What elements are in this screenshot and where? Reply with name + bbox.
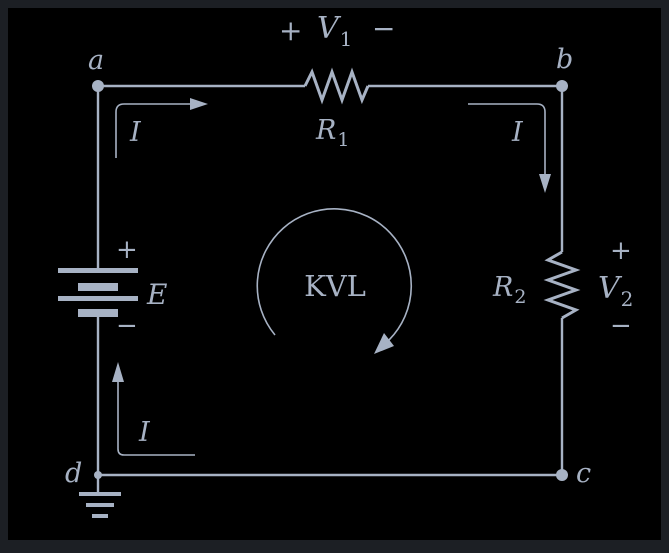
current-label-bottom-left: I (138, 417, 151, 448)
v1-plus-sign: + (279, 14, 302, 47)
kvl-loop-arrow (256, 208, 413, 354)
node-b-label: b (556, 44, 573, 75)
current-arrow-top-right (468, 103, 551, 193)
current-arrow-bottom-left (112, 362, 195, 456)
circuit-wires (96, 84, 564, 492)
battery-symbol (58, 268, 138, 317)
v1-label: V1 (317, 11, 352, 51)
resistor-r2-symbol (543, 250, 581, 320)
current-arrow-top-left (115, 98, 208, 158)
diagram-panel (8, 8, 661, 540)
node-d-label: d (65, 458, 82, 489)
current-label-top-right: I (511, 117, 524, 148)
resistor-r1-symbol (303, 67, 370, 105)
source-e-label: E (146, 278, 167, 311)
ground-symbol (79, 492, 121, 518)
node-a-label: a (88, 45, 104, 76)
v2-minus-sign: − (610, 311, 632, 341)
node-c-label: c (576, 458, 591, 489)
v1-minus-sign: − (372, 12, 395, 45)
v2-label: V2 (598, 271, 633, 311)
source-plus-sign: + (116, 235, 138, 265)
resistor-r1-label: R1 (315, 115, 349, 151)
resistor-r2-label: R2 (492, 272, 526, 308)
node-d-dot (94, 471, 102, 479)
current-label-top-left: I (129, 117, 142, 148)
node-b-dot (556, 80, 568, 92)
source-minus-sign: − (116, 311, 138, 341)
node-a-dot (92, 80, 104, 92)
v2-plus-sign: + (610, 236, 632, 266)
node-c-dot (556, 469, 568, 481)
kvl-label: KVL (304, 269, 366, 303)
